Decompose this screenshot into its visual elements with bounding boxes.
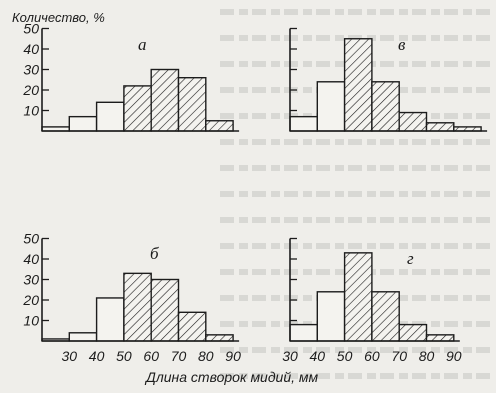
y-tick-label: 20: [22, 82, 39, 98]
x-tick-label-right: 60: [364, 348, 380, 364]
histogram-bar: [289, 115, 318, 132]
histogram-bar: [316, 81, 346, 132]
panel-1: 10 20 30 40 50 а: [22, 21, 240, 132]
y-tick-label: 40: [23, 251, 39, 267]
histogram-bar: [177, 76, 207, 132]
y-tick-label: 50: [23, 231, 39, 247]
histogram-bar: [425, 334, 455, 342]
x-tick-label-left: 50: [116, 348, 132, 364]
histogram-bar: [150, 68, 180, 132]
y-tick-label: 30: [23, 272, 39, 288]
y-tick-label: 30: [23, 62, 39, 78]
x-tick-label-left: 80: [198, 348, 214, 364]
histogram-bar: [316, 291, 346, 342]
x-tick-label-right: 80: [419, 348, 435, 364]
y-tick-label: 10: [23, 103, 39, 119]
x-tick-label-left: 60: [143, 348, 159, 364]
histogram-bar: [205, 120, 234, 132]
panel-3: 10 20 30 40 50 б: [22, 231, 240, 342]
histogram-bar: [95, 297, 125, 342]
histogram-bar: [68, 115, 98, 132]
x-tick-label-right: 40: [310, 348, 326, 364]
x-tick-label-right: 70: [391, 348, 407, 364]
panel-letter: в: [398, 35, 406, 54]
panel-letter: б: [150, 244, 159, 263]
histogram-bar: [123, 272, 152, 342]
histogram-bar: [371, 81, 400, 132]
histogram-bar: [371, 291, 400, 342]
panel-4: г: [289, 237, 460, 342]
histogram-bar: [177, 311, 207, 342]
histogram-bar: [95, 101, 125, 132]
histogram-bar: [123, 85, 152, 132]
panel-letter: г: [407, 249, 414, 268]
histogram-bar: [150, 278, 180, 342]
y-tick-label: 40: [23, 41, 39, 57]
histogram-bar: [205, 334, 234, 342]
panel-letter: а: [138, 35, 147, 54]
histogram-bar: [343, 38, 373, 132]
y-tick-label: 10: [23, 313, 39, 329]
x-tick-label-left: 90: [225, 348, 241, 364]
x-tick-label-right: 50: [337, 348, 353, 364]
histogram-bar: [68, 332, 98, 342]
x-tick-label-left: 30: [62, 348, 78, 364]
y-axis-label: Количество, %: [12, 10, 105, 25]
y-tick-label: 50: [23, 21, 39, 37]
histogram-bar: [425, 122, 455, 132]
x-tick-label-left: 40: [89, 348, 105, 364]
x-tick-label-left: 70: [171, 348, 187, 364]
histogram-bar: [398, 111, 428, 132]
histogram-bar: [398, 323, 428, 342]
histogram-bar: [289, 323, 318, 342]
x-tick-label-right: 30: [282, 348, 298, 364]
x-axis-label: Длина створок мидий, мм: [146, 369, 319, 385]
y-tick-label: 20: [22, 292, 39, 308]
panel-2: в: [289, 27, 488, 132]
histogram-bar: [343, 252, 373, 342]
x-tick-label-right: 90: [446, 348, 462, 364]
